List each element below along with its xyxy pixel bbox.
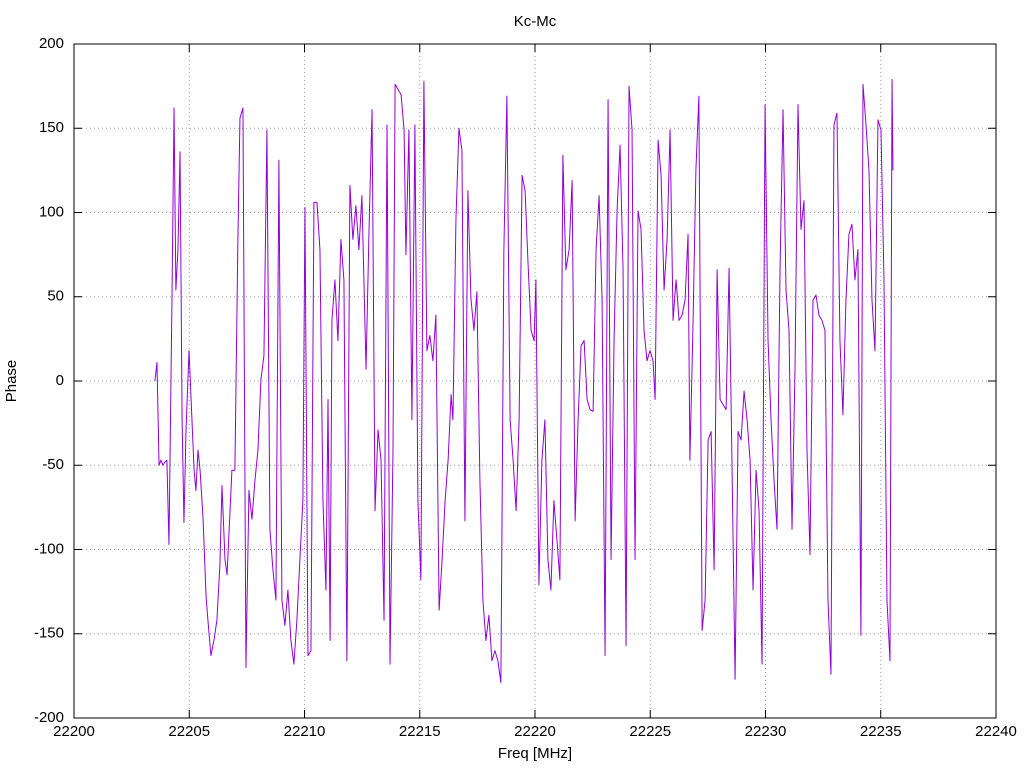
y-tick-label: -150	[34, 625, 64, 642]
y-tick-label: -200	[34, 709, 64, 726]
y-tick-label: 200	[39, 35, 64, 52]
chart-title: Kc-Mc	[514, 13, 557, 30]
x-tick-label: 22200	[53, 723, 95, 740]
plot-border	[73, 43, 997, 719]
x-tick-label: 22205	[168, 723, 210, 740]
y-tick-label: 150	[39, 119, 64, 136]
x-axis-label: Freq [MHz]	[498, 745, 572, 762]
x-tick-label: 22235	[860, 723, 902, 740]
y-tick-label: 0	[56, 372, 64, 389]
y-tick-label: 100	[39, 203, 64, 220]
x-tick-label: 22240	[975, 723, 1017, 740]
x-tick-label: 22215	[399, 723, 441, 740]
x-tick-label: 22225	[629, 723, 671, 740]
x-tick-label: 22220	[514, 723, 556, 740]
data-line	[154, 78, 894, 684]
y-tick-label: -100	[34, 540, 64, 557]
x-tick-label: 22210	[284, 723, 326, 740]
x-tick-label: 22230	[745, 723, 787, 740]
y-tick-label: -50	[42, 456, 64, 473]
y-tick-label: 50	[47, 288, 64, 305]
y-axis-label: Phase	[3, 360, 20, 403]
plot	[154, 78, 894, 684]
